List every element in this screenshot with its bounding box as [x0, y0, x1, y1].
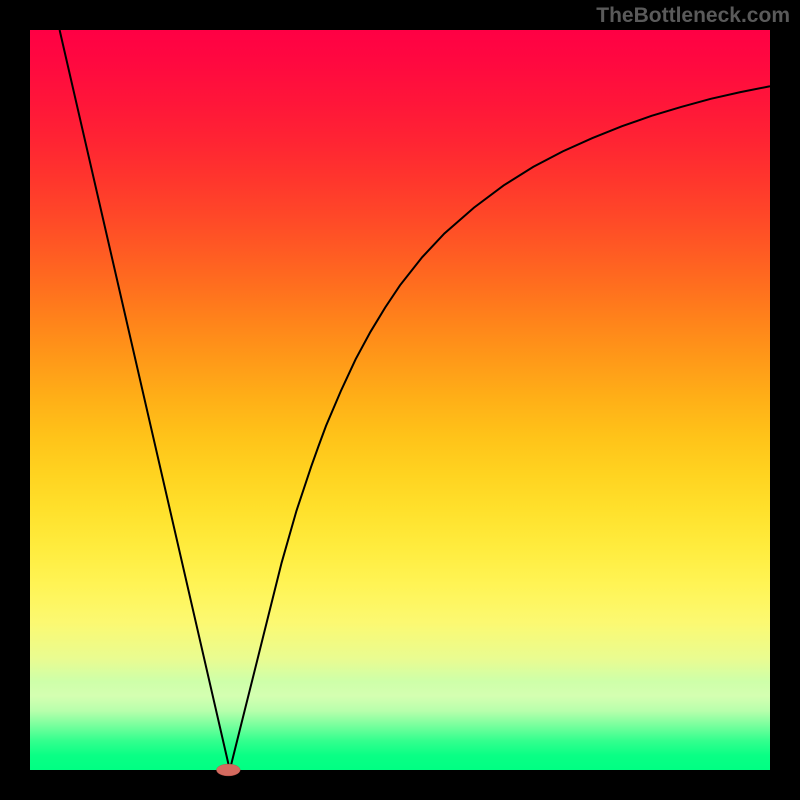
- watermark-text: TheBottleneck.com: [596, 4, 790, 28]
- bottleneck-curve-chart: [0, 0, 800, 800]
- chart-container: TheBottleneck.com: [0, 0, 800, 800]
- apex-marker: [216, 764, 240, 776]
- plot-area: [30, 30, 770, 770]
